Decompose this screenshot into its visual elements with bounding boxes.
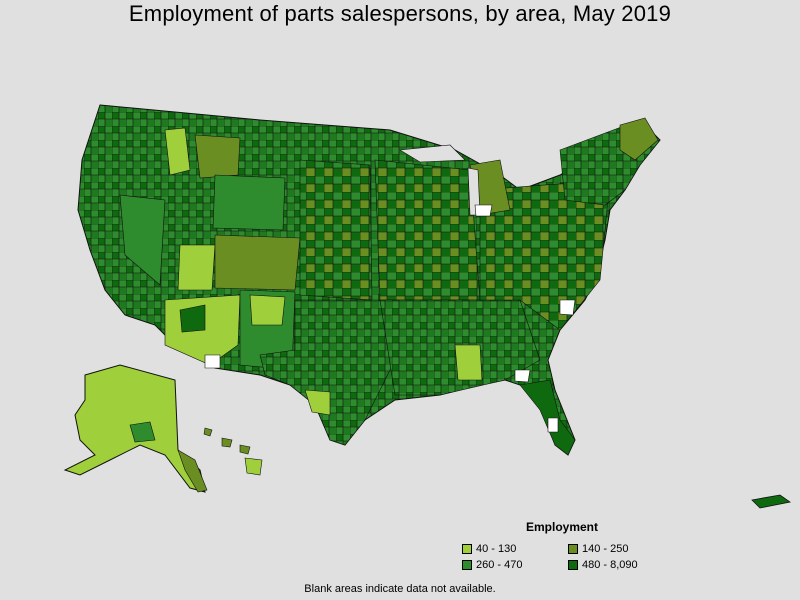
region-idaho-light [164,127,191,176]
region-midwest [374,159,481,301]
legend: Employment 40 - 130 140 - 250 260 - 470 … [462,520,702,572]
region-nm-light [249,294,286,326]
puerto-rico [751,494,791,509]
legend-label: 40 - 130 [476,543,517,555]
legend-swatch-light [462,544,472,554]
legend-item-480-8090: 480 - 8,090 [568,558,678,572]
region-texas-light [304,389,331,416]
region-south-light [454,344,483,381]
region-arizona-dark [179,304,206,333]
alaska-south [129,421,156,443]
no-data-east-2 [514,369,531,383]
legend-swatch-dark [568,560,578,570]
region-florida [519,379,576,456]
legend-item-260-470: 260 - 470 [462,558,568,572]
hawaii-1 [203,427,213,437]
no-data-fl [547,417,559,433]
footnote: Blank areas indicate data not available. [304,583,496,595]
no-data-mid [474,204,493,217]
region-wyoming [212,174,286,231]
legend-label: 260 - 470 [476,559,523,571]
hawaii-2 [221,437,233,448]
region-utah-light [177,244,216,291]
region-maine [619,117,659,161]
legend-swatch-medium [462,560,472,570]
legend-item-40-130: 40 - 130 [462,542,568,556]
no-data-east-1 [559,299,576,316]
legend-item-140-250: 140 - 250 [568,542,678,556]
legend-label: 140 - 250 [582,543,629,555]
alaska-panhandle [177,449,208,493]
map-title: Employment of parts salespersons, by are… [128,1,672,26]
region-colorado [214,234,301,291]
region-nevada [119,194,166,286]
no-data-az [204,354,221,369]
legend-swatch-olive [568,544,578,554]
hawaii-3 [239,444,251,455]
legend-label: 480 - 8,090 [582,559,638,571]
legend-title: Employment [525,520,598,534]
region-plains-dark [299,159,373,301]
hawaii-big [244,457,263,476]
lake-superior [399,144,466,163]
region-montana-mid [194,134,241,179]
